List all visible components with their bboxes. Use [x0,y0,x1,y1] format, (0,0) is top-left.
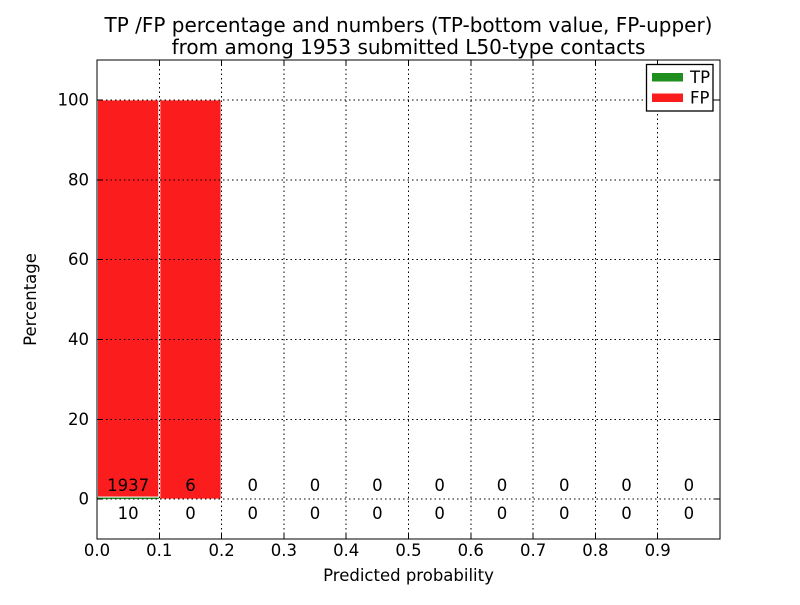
tp-count-label: 10 [118,504,139,523]
x-tick-label: 0.1 [146,541,172,560]
bar-segment-fp [97,99,160,498]
fp-count-label: 6 [185,476,196,495]
fp-count-label: 0 [559,476,570,495]
legend-label-tp: TP [689,68,710,87]
x-tick-label: 0.2 [208,541,234,560]
tp-count-label: 0 [185,504,196,523]
fp-count-label: 0 [434,476,445,495]
fp-count-label: 0 [310,476,321,495]
x-tick-label: 0.5 [395,541,421,560]
tp-count-label: 0 [310,504,321,523]
x-tick-label: 0.7 [520,541,546,560]
x-tick-label: 0.8 [582,541,608,560]
legend-swatch-fp-icon [652,93,683,102]
plot-area: 0.0 0.1 0.2 0.3 0.4 0.5 0.6 0.7 0.8 0.90204060801… [58,59,721,560]
x-axis-label: Predicted probability [323,566,494,585]
fp-count-label: 0 [621,476,632,495]
y-tick-label: 60 [68,250,89,269]
tp-count-row: 10 0 0 0 0 0 0 0 0 0 [118,504,694,523]
y-tick-label: 100 [58,90,90,109]
y-tick-label: 20 [68,410,89,429]
chart-title-line1: TP /FP percentage and numbers (TP-bottom… [104,13,713,37]
x-tick-label: 0.0 [84,541,110,560]
fp-count-label: 1937 [107,476,149,495]
bar-segment-tp [97,497,159,500]
fp-count-row: 1937 6 0 0 0 0 0 0 0 0 [107,476,694,495]
tick-marks [96,60,721,539]
tp-count-label: 0 [372,504,383,523]
fp-count-label: 0 [684,476,695,495]
x-tick-label: 0.4 [333,541,359,560]
grid-lines [97,60,720,539]
tp-count-label: 0 [248,504,259,523]
x-tick-labels: 0.0 0.1 0.2 0.3 0.4 0.5 0.6 0.7 0.8 0.9 [84,541,671,560]
y-tick-label: 40 [68,330,89,349]
legend-box [645,63,714,112]
bar-segment-fp [159,99,222,500]
tp-count-label: 0 [684,504,695,523]
fp-count-label: 0 [497,476,508,495]
x-tick-label: 0.9 [645,541,671,560]
tp-count-label: 0 [621,504,632,523]
legend-label-fp: FP [690,89,709,108]
y-tick-label: 0 [79,490,90,509]
x-tick-label: 0.6 [458,541,484,560]
bars [97,99,222,500]
tp-count-label: 0 [434,504,445,523]
chart-title-line2: from among 1953 submitted L50-type conta… [172,35,646,59]
fp-count-label: 0 [248,476,259,495]
y-tick-labels: 0 20 40 60 80 100 [58,90,90,508]
legend: TP FP [645,63,714,112]
x-tick-label: 0.3 [271,541,297,560]
y-axis-label: Percentage [21,253,40,346]
tp-count-label: 0 [559,504,570,523]
fp-count-label: 0 [372,476,383,495]
y-tick-label: 80 [68,170,89,189]
legend-swatch-tp-icon [652,73,683,82]
tp-count-label: 0 [497,504,508,523]
